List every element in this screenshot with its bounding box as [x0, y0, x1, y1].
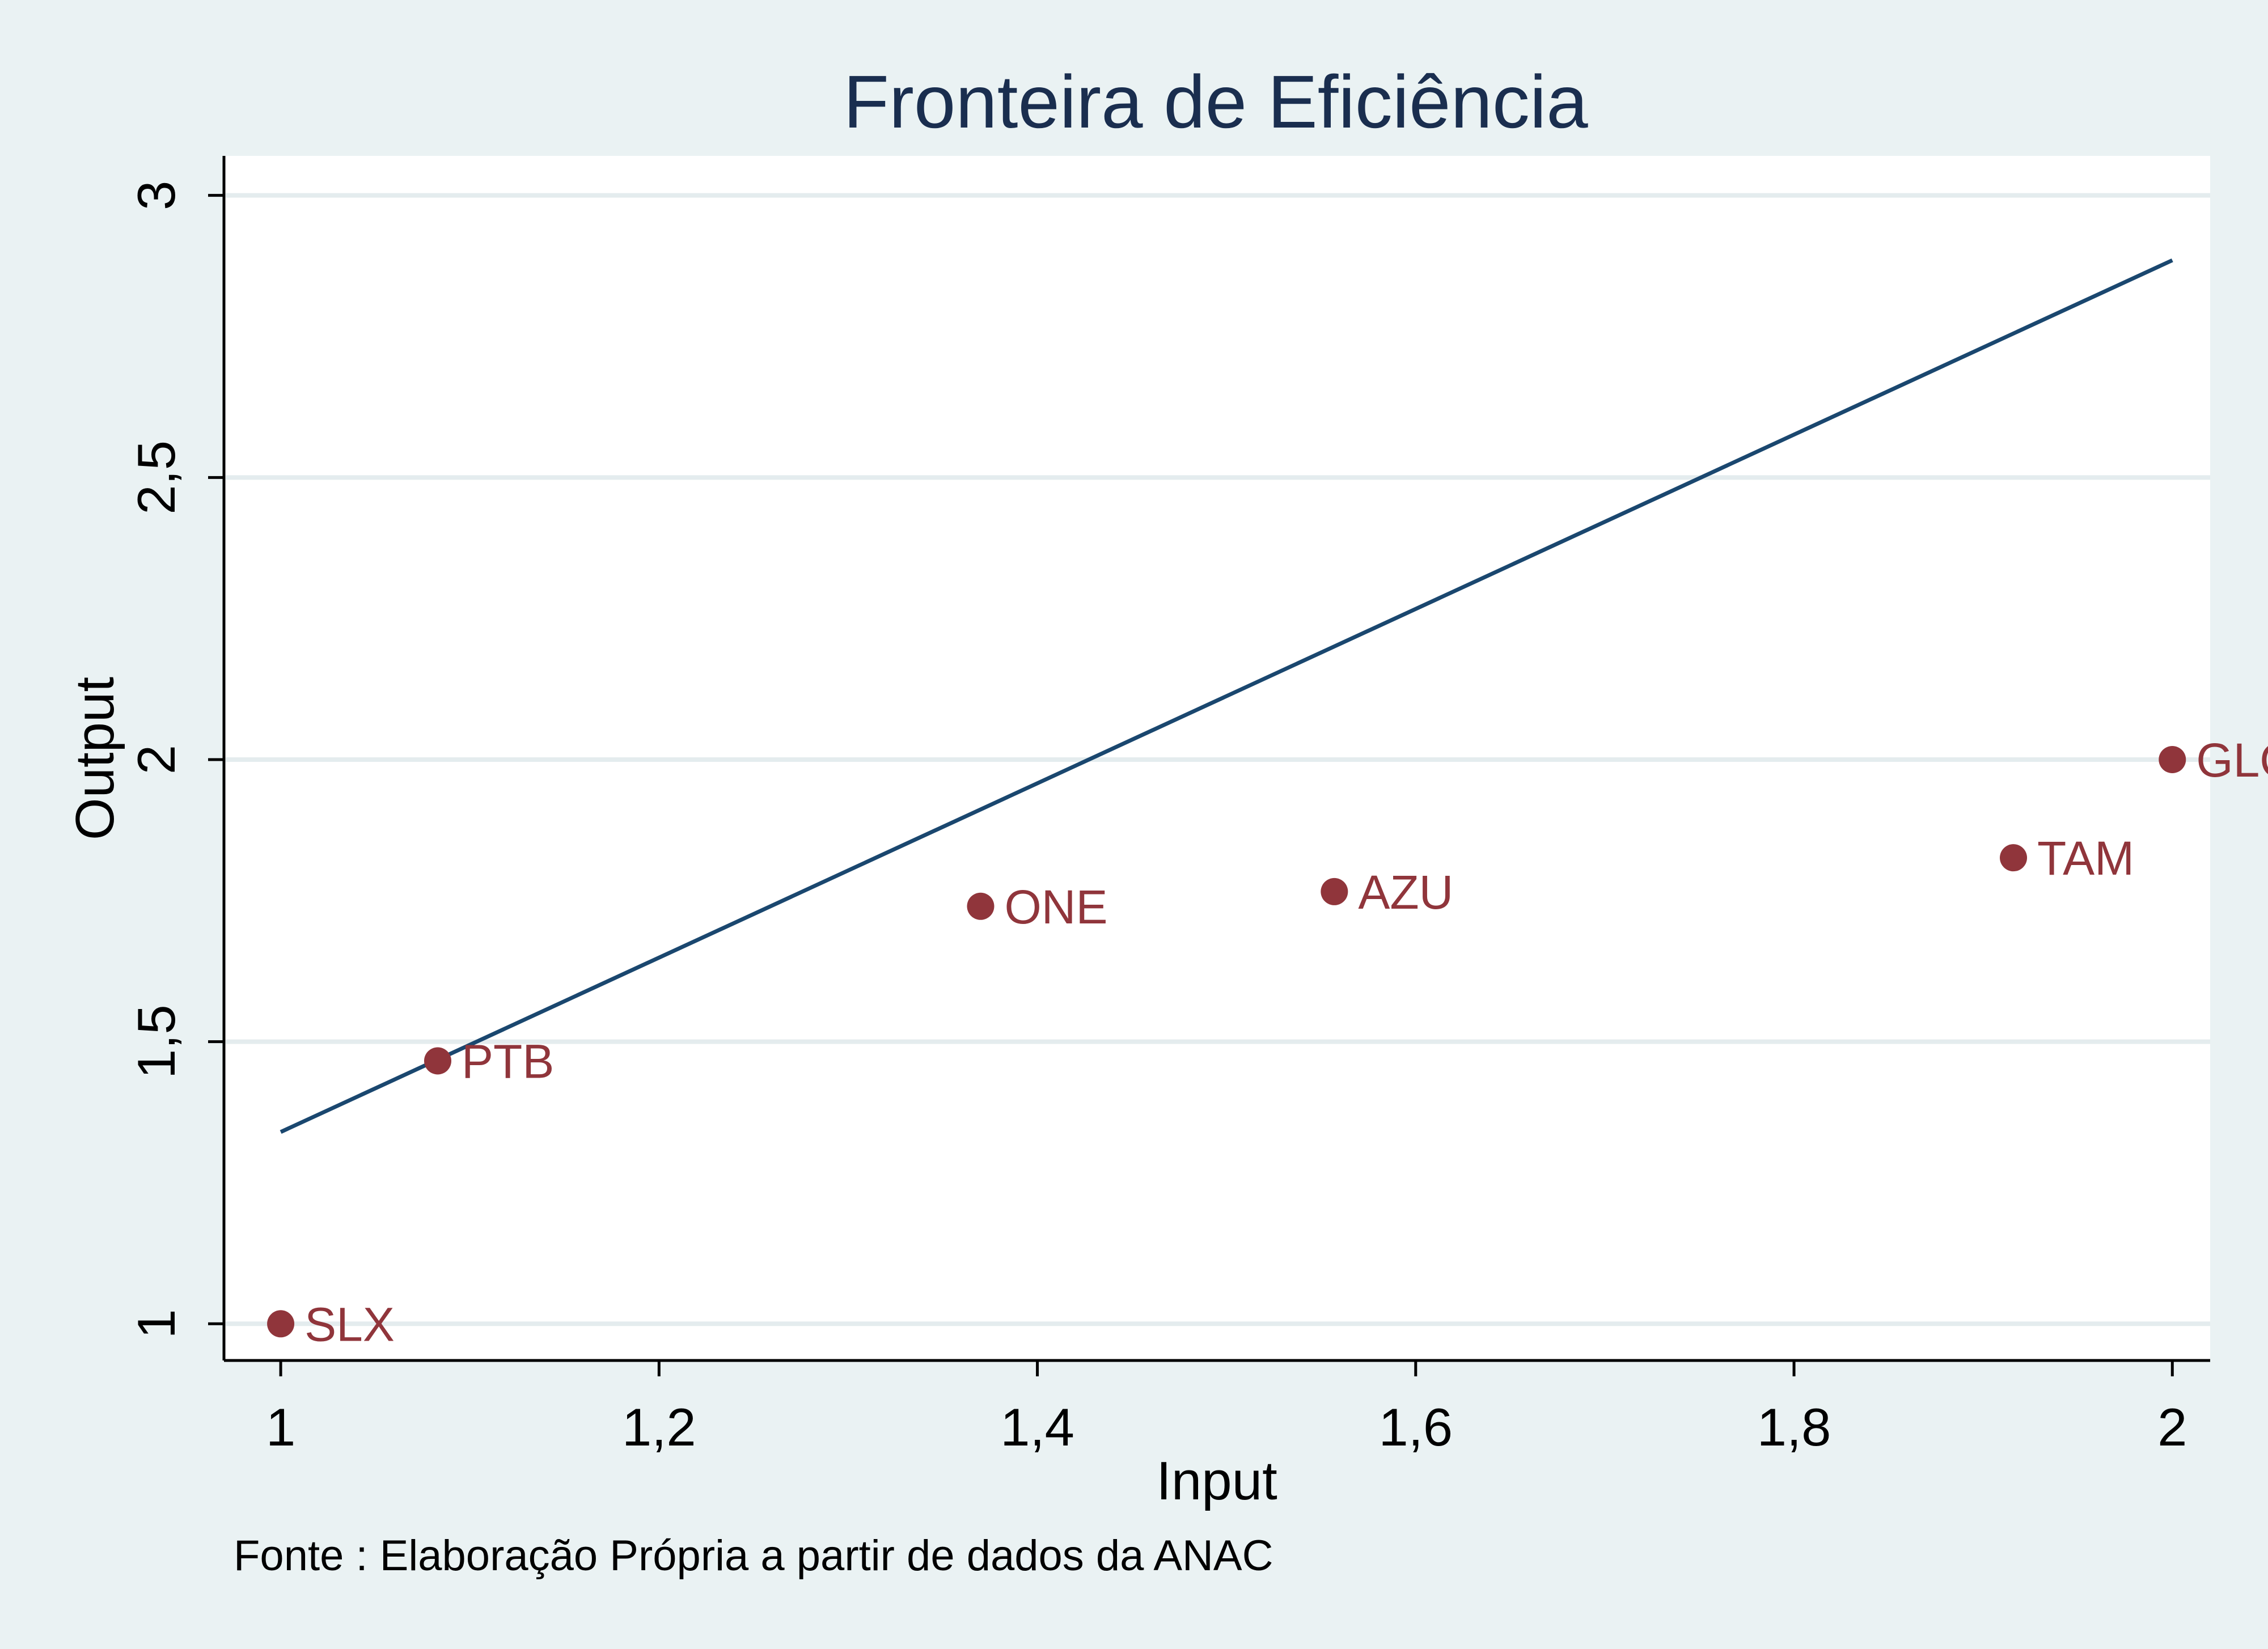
x-tick-label: 1	[266, 1397, 295, 1457]
data-point-label: PTB	[462, 1035, 554, 1088]
frontier-line	[280, 258, 2173, 1134]
source-note: Fonte : Elaboração Própria a partir de d…	[234, 1532, 1273, 1580]
data-point-label: SLX	[304, 1298, 395, 1351]
y-tick-label: 1,5	[126, 1004, 186, 1079]
data-point	[1321, 878, 1348, 905]
data-points: SLX PTB ONE AZU TAM GLO	[267, 734, 2268, 1351]
x-axis-label: Input	[1156, 1451, 1277, 1511]
data-point-label: GLO	[2196, 734, 2268, 787]
data-point-label: AZU	[1358, 866, 1453, 919]
y-axis-label: Output	[65, 677, 125, 840]
data-point-label: ONE	[1004, 880, 1107, 934]
x-axis-ticks: 1 1,2 1,4 1,6 1,8 2	[266, 1360, 2187, 1457]
data-point-label: TAM	[2037, 832, 2134, 885]
data-point	[2000, 844, 2028, 872]
x-tick-label: 1,6	[1378, 1397, 1453, 1457]
chart-title: Fronteira de Eficiência	[843, 60, 1588, 143]
x-tick-label: 1,8	[1757, 1397, 1831, 1457]
data-point	[424, 1047, 451, 1075]
x-tick-label: 1,4	[1000, 1397, 1074, 1457]
data-point	[967, 892, 995, 920]
frontier-line-group	[280, 258, 2173, 1134]
y-tick-label: 2	[126, 745, 186, 774]
y-axis-ticks: 1 1,5 2 2,5 3	[126, 181, 224, 1338]
y-tick-label: 2,5	[126, 440, 186, 515]
data-point	[267, 1310, 295, 1338]
x-tick-label: 1,2	[622, 1397, 696, 1457]
y-tick-label: 1	[126, 1309, 186, 1338]
y-tick-label: 3	[126, 181, 186, 210]
data-point	[2159, 745, 2186, 773]
x-tick-label: 2	[2157, 1397, 2187, 1457]
gridlines	[226, 193, 2210, 1326]
